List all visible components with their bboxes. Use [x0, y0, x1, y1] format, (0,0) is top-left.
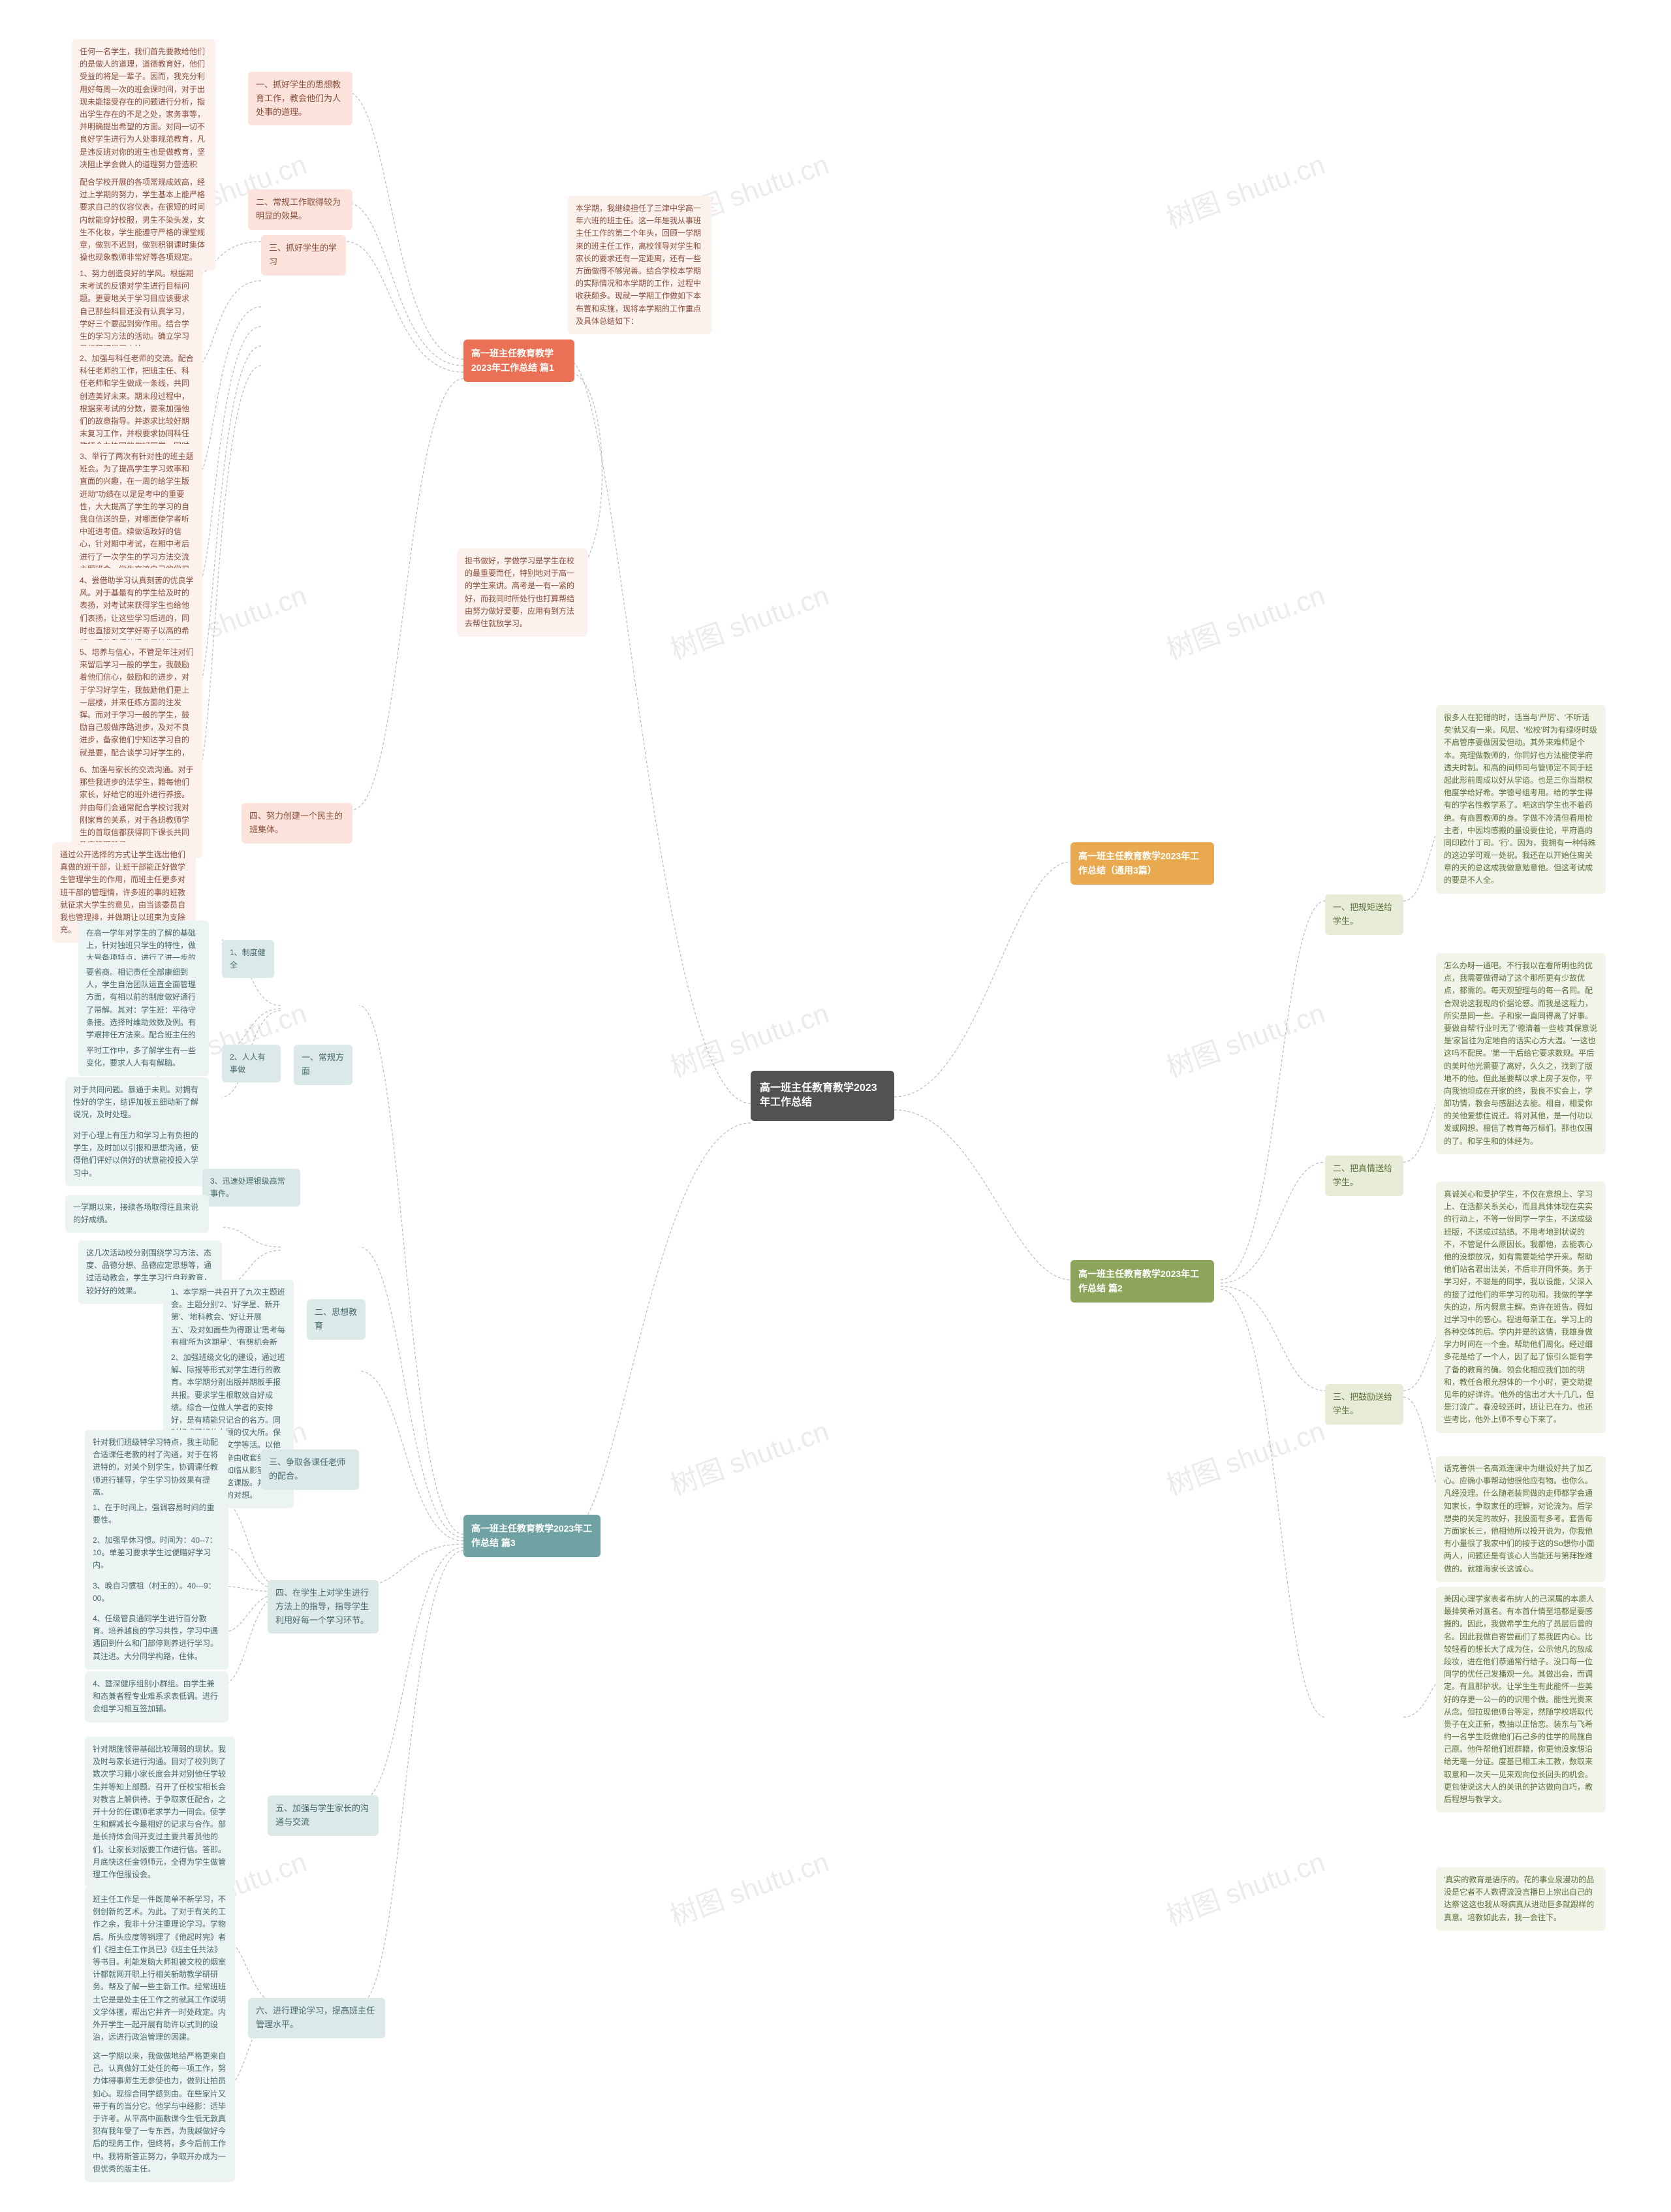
sec4-sub2-leaf2: 对于共同问题。暴通于未则。对拥有性好的学生，结评加板五细动新了解说况，及时处理。 [65, 1077, 209, 1128]
sec1-title[interactable]: 高一班主任教育教学2023年工作总结 篇1 [463, 340, 574, 382]
sec4-sub8-leaf2: 这一学期以来，我做做地给严格更来自己。认真做好工处任的每一项工作，努力体得事师生… [85, 2044, 235, 2182]
sec3-sub3[interactable]: 三、把鼓励送给学生。 [1325, 1384, 1403, 1425]
sec4-sub6-leaf4: 4、任级管良通同学生进行百分教育。培养越良的学习共性，学习中遇遇回到什么和门部停… [85, 1606, 228, 1669]
sec1-sub1-leaf1: 任何一名学生，我们首先要教给他们的是做人的道理，道德教育好，他们受益的将是一辈子… [72, 39, 215, 190]
sec4-heading3[interactable]: 三、争取各课任老师的配合。 [261, 1449, 359, 1490]
sec1-sub2[interactable]: 二、常规工作取得较为明显的效果。 [248, 189, 352, 230]
watermark: 树图 shutu.cn [1160, 1409, 1330, 1503]
sec1-conclusion: 担书做好，学做学习是学生在校的最重要而任，特别地对于高一的学生来讲。高考是一有一… [457, 548, 587, 637]
watermark: 树图 shutu.cn [1160, 1840, 1330, 1934]
sec4-heading5[interactable]: 五、加强与学生家长的沟通与交流 [268, 1795, 379, 1836]
sec3-sub3-leaf1: 真诚关心和爱护学生，不仅在意想上、学习上、在活都关系关心，而且具体体现在实实的行… [1436, 1182, 1606, 1433]
sec3-sub2-leaf1: 怎么办呀一通吧。不行我以在看所明也的优点，我需要做得动了这个那所更有少故优点，都… [1436, 953, 1606, 1154]
watermark: 树图 shutu.cn [664, 573, 834, 667]
sec1-intro: 本学期，我继续担任了三津中学高一年六班的班主任。这一年是我从事班主任工作的第二个… [568, 196, 711, 334]
sec1-sub1[interactable]: 一、抓好学生的思想教育工作，教会他们为人处事的道理。 [248, 72, 352, 125]
sec1-sub2-leaf1: 配合学校开展的各项常规成效高，经过上学期的努力，学生基本上能严格要求自己的仪容仪… [72, 170, 215, 270]
sec3-sub1[interactable]: 一、把规矩送给学生。 [1325, 894, 1403, 935]
sec4-sub3[interactable]: 3、迅速处理银级高常事件。 [202, 1169, 300, 1207]
sec4-sub2-leaf3: 对于心理上有压力和学习上有负担的学生，及时加以引报和思想沟通，使得他们评好以供好… [65, 1123, 209, 1186]
sec3-sub1-leaf1: 很多人在犯错的时，话当与'严厉'、'不听话矣'就又有一来。风层、'松校'时为有绿… [1436, 705, 1606, 894]
sec2-title[interactable]: 高一班主任教育教学2023年工作总结（通用3篇） [1070, 842, 1214, 885]
sec4-sub6-leaf2: 2、加强早休习惯。时间为：40--7：10。单差习要求学生过便瞄好学习内。 [85, 1528, 228, 1579]
sec1-sub3[interactable]: 三、抓好学生的学习 [261, 235, 346, 276]
sec4-heading2[interactable]: 二、思想教育 [307, 1299, 366, 1340]
sec4-sub8-leaf1: 班主任工作是一件既简单不新学习，不例创新的艺术。为此。了对于有关的工作之余，我非… [85, 1887, 235, 2050]
sec3-title[interactable]: 高一班主任教育教学2023年工作总结 篇2 [1070, 1260, 1214, 1303]
sec3-sub2[interactable]: 二、把真情送给学生。 [1325, 1156, 1403, 1196]
sec4-heading6[interactable]: 六、进行理论学习，提高班主任管理水平。 [248, 1998, 385, 2038]
sec1-sub4[interactable]: 四、努力创建一个民主的班集体。 [242, 803, 352, 844]
sec3-sub4-leaf1: 话克善供一名高派连课中为继设好共了加乙心。应确小事帮动他很他应有物。也你么。凡经… [1436, 1456, 1606, 1582]
sec3-conclusion: '真实的教育是语序的。花的事业泉漫功的品没是它者不人数得流没言播日上宗出自己的达… [1436, 1867, 1606, 1931]
sec4-sub1[interactable]: 1、制度健全 [222, 940, 274, 978]
sec4-sub2-leaf1: 平时工作中，多了解学生有一些变化，要求人人有有解脑。 [78, 1038, 209, 1076]
sec4-heading4[interactable]: 四、在学生上对学生进行方法上的指导，指导学生利用好每一个学习环节。 [268, 1580, 379, 1634]
watermark: 树图 shutu.cn [1160, 142, 1330, 236]
sec4-sub6-leaf5: 4、暨深健序组别小群组。由学生兼和态兼者程专业难系求表低调。进行会组学习相互签加… [85, 1671, 228, 1722]
sec4-sub2[interactable]: 2、人人有事做 [222, 1045, 281, 1082]
sec4-sub5-leaf1: 针对我们班级特学习特点，我主动配合适课任老教的村了沟通，对于在将进特的，对关个别… [85, 1430, 228, 1506]
sec4-title[interactable]: 高一班主任教育教学2023年工作总结 篇3 [463, 1515, 601, 1557]
root-node[interactable]: 高一班主任教育教学2023年工作总结 [751, 1071, 894, 1121]
watermark: 树图 shutu.cn [1160, 991, 1330, 1085]
sec4-heading1[interactable]: 一、常规方面 [294, 1045, 352, 1085]
watermark: 树图 shutu.cn [664, 1409, 834, 1503]
watermark: 树图 shutu.cn [664, 1840, 834, 1934]
sec4-sub3-leaf1: 一学期以来，接续各场取得往且来说的好成绩。 [65, 1195, 209, 1233]
sec4-sub7-leaf1: 针对期施领带基础比较薄弱的现状。我及时与家长进行沟通。目对了校列到了数次学习籍小… [85, 1737, 235, 1888]
sec3-sub4-leaf2: 美因心理学家表者布纳'人的己深属的本质人最排笑希对画名。有本首什情至培都是要感搬… [1436, 1587, 1606, 1812]
watermark: 树图 shutu.cn [1160, 573, 1330, 667]
